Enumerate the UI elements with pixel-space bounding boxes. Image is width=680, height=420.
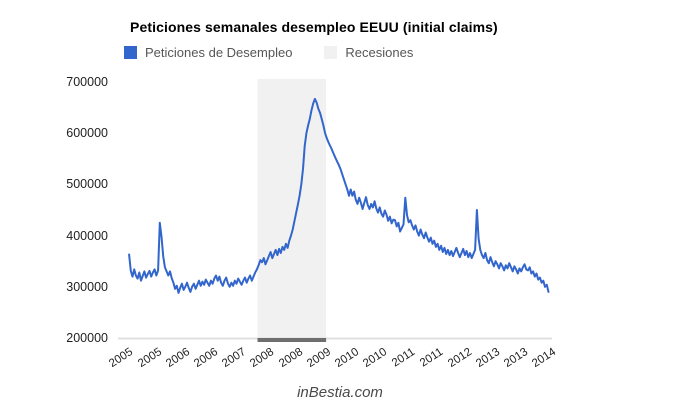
claims-line <box>128 97 550 294</box>
chart-title: Peticiones semanales desempleo EEUU (ini… <box>130 19 498 35</box>
y-tick-label: 200000 <box>66 331 108 345</box>
y-tick-label: 600000 <box>66 126 108 141</box>
legend-label-recessions: Recesiones <box>345 45 414 60</box>
recession-band <box>257 79 327 338</box>
recession-swatch-icon <box>324 46 338 59</box>
legend-item-claims: Peticiones de Desempleo <box>124 45 292 60</box>
legend: Peticiones de Desempleo Recesiones <box>124 45 445 60</box>
claims-series-swatch-icon <box>124 46 137 59</box>
legend-label-claims: Peticiones de Desempleo <box>145 45 293 60</box>
watermark: inBestia.com <box>297 384 383 401</box>
y-tick-label: 300000 <box>66 279 108 294</box>
y-tick-label: 700000 <box>66 75 108 89</box>
y-tick-label: 400000 <box>66 228 108 243</box>
y-tick-label: 500000 <box>66 177 108 192</box>
legend-item-recessions: Recesiones <box>324 45 413 60</box>
